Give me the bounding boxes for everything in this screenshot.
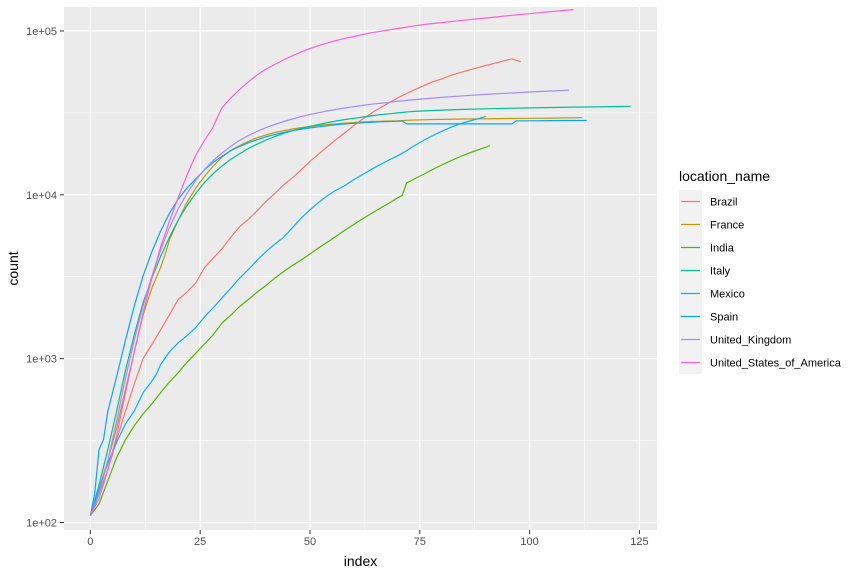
y-tick-label: 1e+05 xyxy=(26,26,57,38)
legend-item-mexico: Mexico xyxy=(679,282,745,305)
x-tick-label: 125 xyxy=(630,536,648,548)
x-tick-label: 50 xyxy=(304,536,316,548)
legend-label: Brazil xyxy=(710,197,738,209)
x-tick-label: 75 xyxy=(414,536,426,548)
y-axis: 1e+02 1e+03 1e+04 1e+05 xyxy=(26,26,64,530)
y-tick-label: 1e+04 xyxy=(26,190,57,202)
series-line-united-states-of-america xyxy=(89,9,574,516)
y-tick-label: 1e+03 xyxy=(26,354,57,366)
plot-panel xyxy=(64,7,657,530)
legend-label: Mexico xyxy=(710,289,745,301)
legend-item-spain: Spain xyxy=(679,305,738,328)
legend-label: India xyxy=(710,243,735,255)
legend-item-united-kingdom: United_Kingdom xyxy=(679,328,791,351)
legend-label: United_States_of_America xyxy=(710,358,842,370)
legend-item-united-states-of-america: United_States_of_America xyxy=(679,351,842,374)
major-gridlines xyxy=(64,7,657,530)
legend-item-france: France xyxy=(679,213,744,236)
legend-title: location_name xyxy=(679,168,770,184)
series-line-mexico xyxy=(89,116,486,516)
y-tick-label: 1e+02 xyxy=(26,518,57,530)
minor-gridlines xyxy=(64,7,657,530)
x-tick-label: 100 xyxy=(520,536,538,548)
legend-item-brazil: Brazil xyxy=(679,190,738,213)
series-line-italy xyxy=(89,105,631,516)
y-axis-title: count xyxy=(5,251,21,285)
legend-item-india: India xyxy=(679,236,735,259)
series-line-france xyxy=(89,117,583,516)
legend-label: United_Kingdom xyxy=(710,335,791,347)
legend-items: Brazil France India Italy Mexico Spain United_… xyxy=(679,190,842,374)
x-tick-label: 0 xyxy=(87,536,93,548)
legend: location_name Brazil France India Italy Mexi… xyxy=(679,168,842,374)
x-tick-label: 25 xyxy=(194,536,206,548)
x-axis-title: index xyxy=(344,553,377,569)
legend-label: France xyxy=(710,220,744,232)
legend-label: Italy xyxy=(710,266,731,278)
series-line-spain xyxy=(89,119,587,516)
legend-label: Spain xyxy=(710,312,738,324)
x-axis: 0 25 50 75 100 125 xyxy=(87,530,649,548)
legend-item-italy: Italy xyxy=(679,259,731,282)
series-lines xyxy=(89,9,631,517)
series-line-brazil xyxy=(89,58,521,516)
series-line-india xyxy=(89,144,491,517)
